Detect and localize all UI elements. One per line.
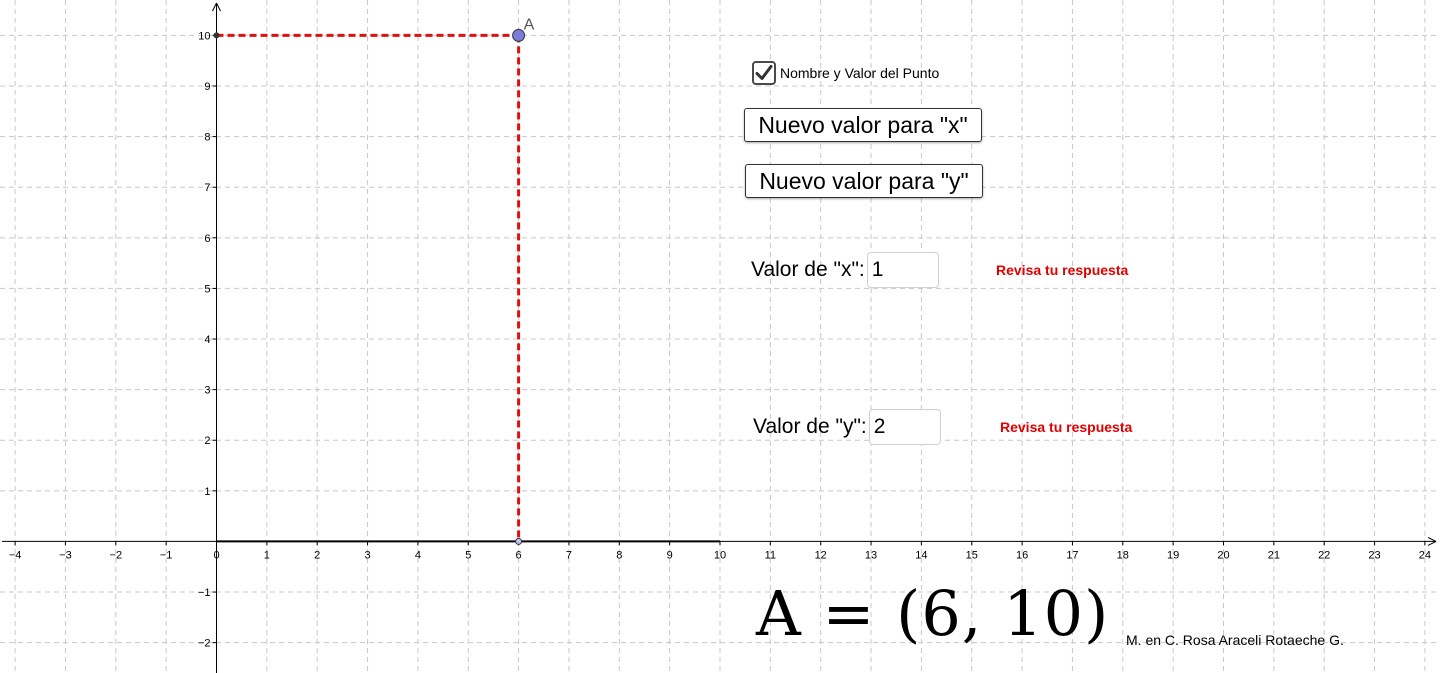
new-x-value-button[interactable]: Nuevo valor para "x" xyxy=(744,108,982,142)
x-axis-arrow-icon xyxy=(1427,536,1437,546)
y-tick-label: 9 xyxy=(204,81,210,93)
y-tick-label: 5 xyxy=(204,283,210,295)
x-tick-label: 22 xyxy=(1318,549,1330,561)
y-tick-label: 4 xyxy=(204,334,210,346)
x-tick-label: 18 xyxy=(1117,549,1129,561)
point-a[interactable] xyxy=(512,28,526,42)
point-layer[interactable]: A xyxy=(512,16,535,42)
x-value-label: Valor de "x": xyxy=(751,258,865,281)
x-tick-label: 5 xyxy=(465,549,471,561)
point-coordinates-readout: A = (6, 10) xyxy=(756,577,1110,650)
checkbox-box[interactable] xyxy=(752,61,776,85)
y-tick-label: 2 xyxy=(204,435,210,447)
x-tick-label: 6 xyxy=(516,549,522,561)
x-axis-marker xyxy=(515,537,523,545)
guide-lines xyxy=(213,32,523,545)
x-tick-label: 17 xyxy=(1066,549,1078,561)
y-tick-label: 3 xyxy=(204,385,210,397)
x-tick-label: 0 xyxy=(213,549,219,561)
x-tick-label: −1 xyxy=(160,549,173,561)
y-feedback-text: Revisa tu respuesta xyxy=(1000,419,1133,435)
y-tick-label: −1 xyxy=(198,587,211,599)
x-tick-label: −4 xyxy=(9,549,22,561)
author-credit: M. en C. Rosa Araceli Rotaeche G. xyxy=(1126,632,1344,648)
y-tick-label: 7 xyxy=(204,182,210,194)
x-tick-label: 1 xyxy=(264,549,270,561)
x-value-row: Valor de "x": xyxy=(751,252,939,288)
checkbox-label: Nombre y Valor del Punto xyxy=(780,65,940,81)
x-tick-label: 24 xyxy=(1419,549,1431,561)
y-value-input[interactable] xyxy=(868,409,941,445)
point-a-label: A xyxy=(524,16,535,33)
x-tick-label: 4 xyxy=(415,549,421,561)
x-tick-label: 3 xyxy=(364,549,370,561)
x-tick-label: 7 xyxy=(566,549,572,561)
x-tick-label: −2 xyxy=(110,549,123,561)
x-tick-label: 23 xyxy=(1368,549,1380,561)
show-name-checkbox[interactable]: Nombre y Valor del Punto xyxy=(752,61,939,85)
x-tick-label: 21 xyxy=(1268,549,1280,561)
y-axis-arrow-icon xyxy=(212,2,221,12)
tick-labels: −4 −3 −2 −1 0 1 2 3 4 5 6 7 8 9 10 11 12 13 14 15 16 17 18 19 20… xyxy=(9,30,1431,649)
x-tick-label: 16 xyxy=(1016,549,1028,561)
x-tick-label: 13 xyxy=(865,549,877,561)
y-axis-marker xyxy=(213,32,220,39)
y-tick-label: 6 xyxy=(204,233,210,245)
x-tick-label: 14 xyxy=(915,549,927,561)
x-tick-label: 9 xyxy=(667,549,673,561)
y-tick-label: 8 xyxy=(204,132,210,144)
x-feedback-text: Revisa tu respuesta xyxy=(996,262,1129,278)
x-tick-label: 19 xyxy=(1167,549,1179,561)
new-y-value-button[interactable]: Nuevo valor para "y" xyxy=(745,164,983,198)
x-tick-label: 2 xyxy=(314,549,320,561)
y-tick-label: 1 xyxy=(204,486,210,498)
x-tick-label: 15 xyxy=(966,549,978,561)
x-tick-label: 10 xyxy=(714,549,726,561)
x-tick-label: 11 xyxy=(765,549,776,561)
x-value-input[interactable] xyxy=(866,252,939,288)
x-tick-label: 8 xyxy=(616,549,622,561)
y-value-row: Valor de "y": xyxy=(753,409,941,445)
x-tick-label: 12 xyxy=(815,549,827,561)
y-tick-label: 10 xyxy=(198,30,210,42)
x-tick-label: 20 xyxy=(1217,549,1229,561)
y-value-label: Valor de "y": xyxy=(753,415,867,438)
y-tick-label: −2 xyxy=(198,638,211,650)
check-icon xyxy=(755,65,773,80)
x-tick-label: −3 xyxy=(59,549,72,561)
